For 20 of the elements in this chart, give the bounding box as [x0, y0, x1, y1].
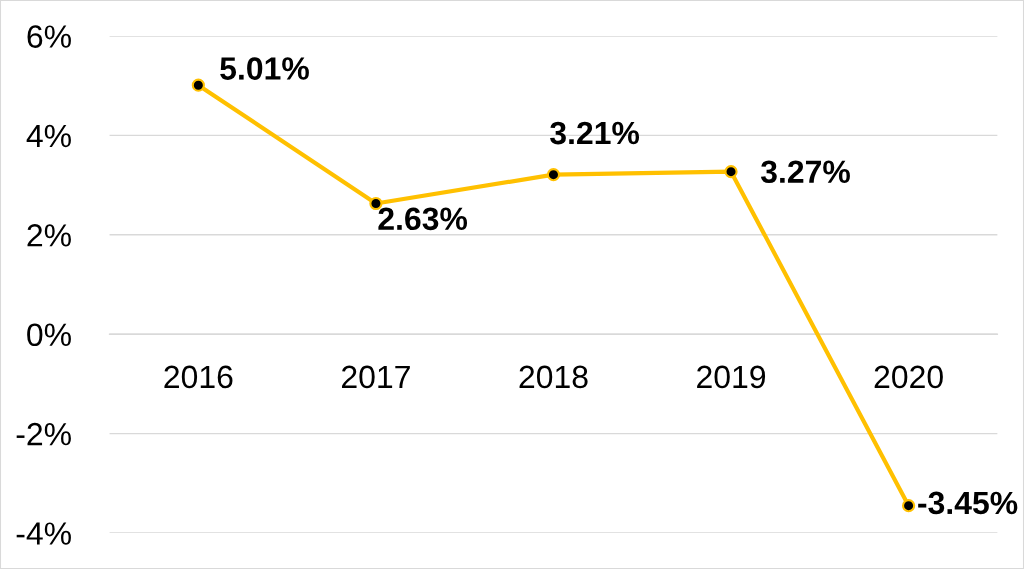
data-label: 2.63% [378, 207, 468, 231]
y-tick-label: 0% [27, 323, 71, 347]
data-label: 5.01% [220, 57, 309, 80]
data-label: 3.27% [760, 160, 850, 184]
y-tick-label: 2% [27, 224, 71, 247]
y-tick-label: 6% [27, 25, 71, 48]
y-tick-label: -2% [16, 422, 71, 446]
y-tick-label: -4% [16, 522, 71, 545]
x-tick-label: 2019 [697, 365, 766, 389]
point [724, 165, 738, 179]
x-tick-label: 2017 [341, 365, 410, 389]
point [191, 78, 205, 92]
point [902, 499, 916, 513]
data-label: -3.45% [918, 491, 1018, 515]
point [546, 168, 561, 182]
x-tick-label: 2016 [164, 365, 233, 389]
x-tick-label: 2018 [519, 365, 588, 389]
data-label: 3.21% [550, 121, 640, 145]
y-tick-label: 4% [26, 124, 71, 148]
x-tick-label: 2020 [874, 365, 943, 389]
